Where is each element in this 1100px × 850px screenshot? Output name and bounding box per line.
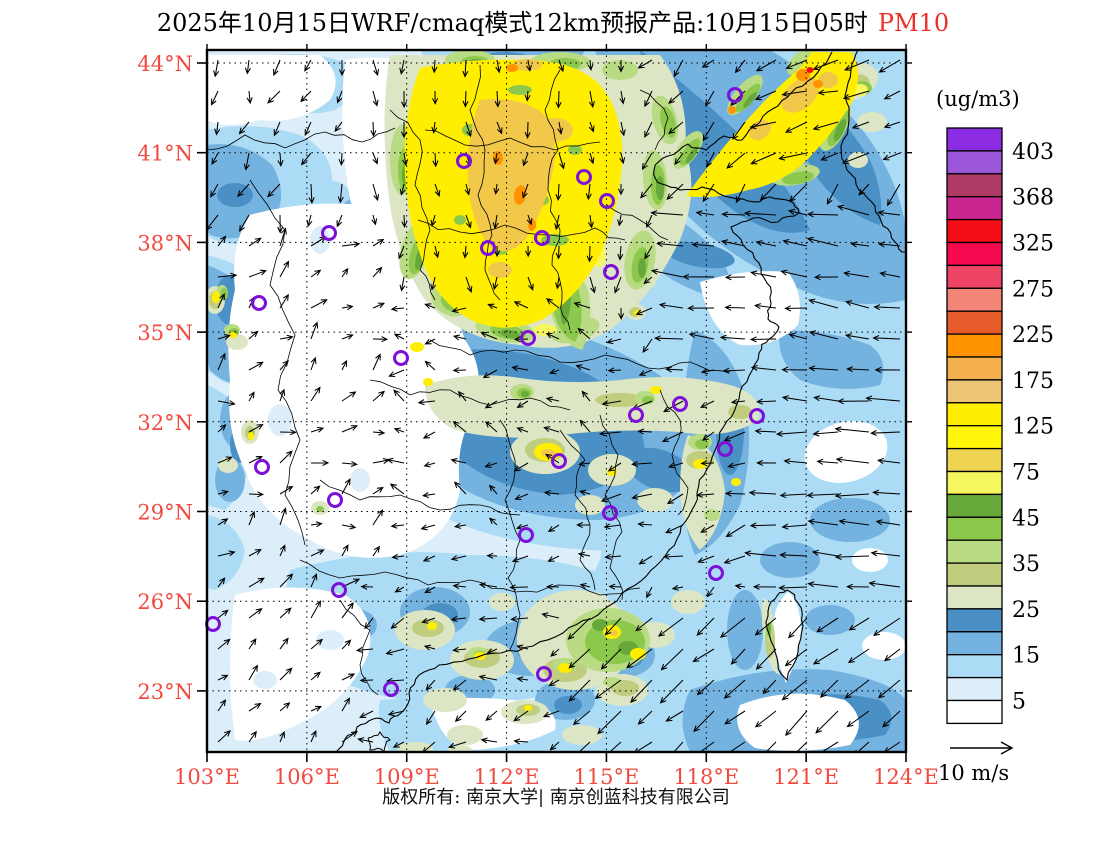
city-marker [456,153,472,169]
title-text: 2025年10月15日WRF/cmaq模式12km预报产品:10月15日05时 [157,9,868,37]
colorbar-tick-35: 35 [1012,552,1040,577]
city-marker [321,225,337,241]
latitude-axis-labels: 44°N 41°N 38°N 35°N 32°N 29°N 26°N 23°N [137,52,193,704]
colorbar-tick-275: 275 [1012,277,1054,302]
city-marker [518,527,534,543]
lat-label-44°N: 44°N [137,52,193,76]
colorbar-tick-225: 225 [1012,323,1054,348]
lat-label-23°N: 23°N [137,680,193,704]
city-marker [480,240,496,256]
lat-label-32°N: 32°N [137,411,193,435]
lon-label-103°E: 103°E [174,765,240,789]
lat-label-35°N: 35°N [137,321,193,345]
city-marker [393,350,409,366]
colorbar-tick-45: 45 [1012,506,1040,531]
lon-label-115°E: 115°E [573,765,639,789]
city-marker [327,492,343,508]
city-markers [205,87,765,697]
colorbar-tick-175: 175 [1012,369,1054,394]
city-marker [520,330,536,346]
longitude-axis-labels: 103°E 106°E 109°E 112°E 115°E 118°E 121°E 124°E [174,765,939,789]
pm10-concentration-field [207,50,906,752]
city-marker [727,87,743,103]
lon-label-106°E: 106°E [274,765,340,789]
city-marker [383,681,399,697]
city-marker [717,441,733,457]
lon-label-112°E: 112°E [474,765,540,789]
colorbar-tick-5: 5 [1012,690,1026,715]
city-marker [603,264,619,280]
lon-label-118°E: 118°E [673,765,739,789]
lat-label-29°N: 29°N [137,501,193,525]
city-marker [599,193,615,209]
colorbar-tick-368: 368 [1012,186,1054,211]
lat-label-26°N: 26°N [137,590,193,614]
city-marker [576,169,592,185]
colorbar-tick-325: 325 [1012,232,1054,257]
copyright-footer: 版权所有: 南京大学| 南京创蓝科技有限公司 [382,787,730,808]
city-marker [331,582,347,598]
city-marker [536,666,552,682]
city-marker [749,408,765,424]
lon-label-109°E: 109°E [374,765,440,789]
colorbar-tick-403: 403 [1012,140,1054,165]
colorbar-tick-25: 25 [1012,598,1040,623]
city-marker [251,295,267,311]
colorbar-tick-15: 15 [1012,644,1040,669]
city-marker [602,505,618,521]
city-marker [708,565,724,581]
city-marker [534,230,550,246]
axis-ticks [197,44,912,762]
map-frame [205,48,908,754]
city-marker [254,459,270,475]
city-marker [551,453,567,469]
lat-label-41°N: 41°N [137,142,193,166]
lon-label-121°E: 121°E [773,765,839,789]
lat-label-38°N: 38°N [137,231,193,255]
wind-scale-legend: 10 m/s [938,741,1014,785]
colorbar-tick-125: 125 [1012,415,1054,440]
map-title: 2025年10月15日WRF/cmaq模式12km预报产品:10月15日05时 P… [157,9,949,37]
city-marker [628,407,644,423]
colorbar-units-label: (ug/m3) [936,87,1020,111]
wind-scale-arrow-icon [950,741,1014,755]
wind-scale-label: 10 m/s [938,761,1009,785]
wind-vector-arrows [207,59,901,752]
colorbar-tick-75: 75 [1012,461,1040,486]
colorbar-legend: 403 368 325 275 225 175 125 75 45 35 25 15 5 [946,127,1054,725]
city-marker [672,396,688,412]
coastline-borders [207,50,906,752]
title-pollutant: PM10 [878,9,949,37]
lon-label-124°E: 124°E [873,765,939,789]
graticule-grid [207,50,906,752]
